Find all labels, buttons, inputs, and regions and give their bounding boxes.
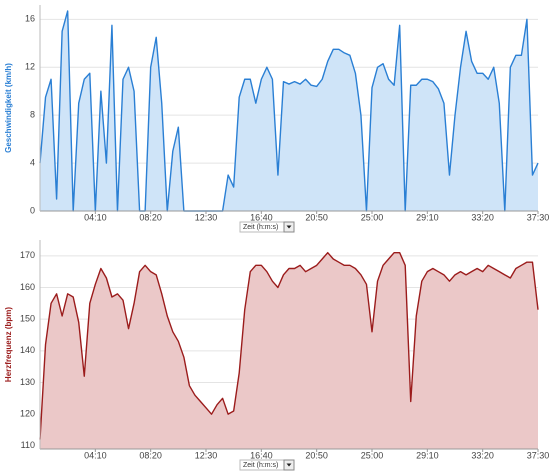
x-tick-label: 25:00: [361, 450, 384, 460]
y-tick-label: 170: [20, 250, 35, 260]
line: [39, 10, 539, 212]
x-tick-label: 37:30: [527, 212, 550, 222]
y-axis-label: Herzfrequenz (bpm): [4, 307, 13, 382]
x-tick-label: 33:20: [471, 212, 494, 222]
x-tick-label: 20:50: [305, 450, 328, 460]
y-tick-label: 120: [20, 409, 35, 419]
x-tick-label: 12:30: [195, 212, 218, 222]
x-tick-label: 33:20: [471, 450, 494, 460]
y-tick-label: 150: [20, 314, 35, 324]
x-tick-label: 04:10: [84, 450, 107, 460]
y-tick-label: 130: [20, 377, 35, 387]
y-tick-label: 140: [20, 345, 35, 355]
y-tick-label: 8: [30, 110, 35, 120]
x-tick-label: 04:10: [84, 212, 107, 222]
x-tick-label: 16:40: [250, 212, 273, 222]
x-tick-label: 37:30: [527, 450, 550, 460]
y-tick-label: 12: [25, 62, 35, 72]
dropdown-arrow: [286, 225, 292, 229]
x-tick-label: 16:40: [250, 450, 273, 460]
x-tick-label: 08:20: [139, 450, 162, 460]
dropdown-arrow: [286, 463, 292, 467]
x-tick-label: 12:30: [195, 450, 218, 460]
y-tick-label: 16: [25, 14, 35, 24]
x-tick-label: 08:20: [139, 212, 162, 222]
line: [39, 251, 539, 440]
x-tick-label: 25:00: [361, 212, 384, 222]
y-tick-label: 0: [30, 205, 35, 215]
y-tick-label: 160: [20, 282, 35, 292]
x-tick-label: 29:10: [416, 212, 439, 222]
y-axis-label: Geschwindigkeit (km/h): [4, 63, 13, 153]
x-tick-label: 29:10: [416, 450, 439, 460]
x-tick-label: 20:50: [305, 212, 328, 222]
x-axis-label: Zeit (h:m:s): [243, 462, 278, 469]
x-axis-label: Zeit (h:m:s): [243, 224, 278, 231]
area: [40, 252, 538, 449]
y-tick-label: 110: [21, 440, 35, 450]
y-tick-label: 4: [30, 157, 35, 167]
